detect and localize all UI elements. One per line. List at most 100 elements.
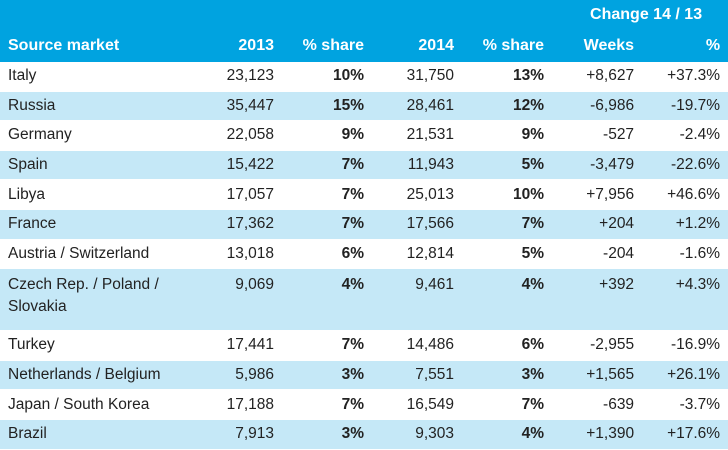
change-group-header: Change 14 / 13 <box>552 0 728 30</box>
cell-change-weeks: -204 <box>552 239 643 270</box>
cell-change-percent: -16.9% <box>642 330 728 361</box>
cell-weeks-2014: 9,461 <box>372 268 462 332</box>
cell-change-percent: +1.2% <box>642 209 728 240</box>
cell-source-market: Libya <box>0 179 192 210</box>
cell-change-percent: +46.6% <box>642 179 728 210</box>
header-spacer <box>0 0 553 30</box>
table-row: Czech Rep. / Poland / Slovakia 9,069 4% 9,4… <box>0 268 728 332</box>
cell-share-2014: 12% <box>462 91 553 122</box>
cell-source-market: Japan / South Korea <box>0 389 192 420</box>
cell-share-2014: 9% <box>462 120 553 151</box>
cell-share-2013: 7% <box>282 209 372 240</box>
table-row: Germany 22,058 9% 21,531 9% -527 -2.4% <box>0 120 728 151</box>
cell-share-2014: 7% <box>462 209 553 240</box>
cell-change-percent: -19.7% <box>642 91 728 122</box>
header-row: Source market 2013 % share 2014 % share … <box>0 30 728 62</box>
cell-change-percent: -22.6% <box>642 150 728 181</box>
cell-share-2014: 6% <box>462 330 553 361</box>
cell-change-weeks: -2,955 <box>552 330 643 361</box>
table-row: Austria / Switzerland 13,018 6% 12,814 5% -20… <box>0 239 728 270</box>
cell-weeks-2014: 28,461 <box>372 91 462 122</box>
cell-share-2013: 4% <box>282 268 372 332</box>
cell-change-weeks: +8,627 <box>552 62 643 92</box>
cell-weeks-2013: 15,422 <box>192 150 282 181</box>
table-body: Italy 23,123 10% 31,750 13% +8,627 +37.3% Russi… <box>0 62 728 450</box>
table-row: Turkey 17,441 7% 14,486 6% -2,955 -16.9% <box>0 330 728 361</box>
cell-weeks-2014: 21,531 <box>372 120 462 151</box>
cell-weeks-2014: 31,750 <box>372 62 462 92</box>
cell-source-market: Russia <box>0 91 192 122</box>
cell-source-market: Germany <box>0 120 192 151</box>
cell-change-weeks: +1,565 <box>552 360 643 391</box>
cell-source-market: Spain <box>0 150 192 181</box>
cell-source-market: France <box>0 209 192 240</box>
cell-change-weeks: +7,956 <box>552 179 643 210</box>
cell-source-market: Netherlands / Belgium <box>0 360 192 391</box>
column-header-2014: 2014 <box>372 30 462 62</box>
cell-share-2014: 5% <box>462 150 553 181</box>
cell-share-2014: 3% <box>462 360 553 391</box>
cell-share-2013: 15% <box>282 91 372 122</box>
column-header-weeks: Weeks <box>552 30 643 62</box>
table-row: Brazil 7,913 3% 9,303 4% +1,390 +17.6% <box>0 419 728 450</box>
cell-weeks-2013: 22,058 <box>192 120 282 151</box>
cell-share-2014: 5% <box>462 239 553 270</box>
cell-change-weeks: +1,390 <box>552 419 643 450</box>
cell-change-weeks: +392 <box>552 268 643 332</box>
cell-source-market: Brazil <box>0 419 192 450</box>
cell-change-weeks: -3,479 <box>552 150 643 181</box>
cell-share-2014: 4% <box>462 268 553 332</box>
cell-change-percent: -3.7% <box>642 389 728 420</box>
cell-share-2013: 3% <box>282 360 372 391</box>
cell-share-2013: 10% <box>282 62 372 92</box>
header-group-row: Change 14 / 13 <box>0 0 728 30</box>
cell-share-2013: 7% <box>282 150 372 181</box>
table-row: Netherlands / Belgium 5,986 3% 7,551 3% +1,56… <box>0 360 728 391</box>
cell-weeks-2014: 16,549 <box>372 389 462 420</box>
cell-share-2013: 3% <box>282 419 372 450</box>
table-row: Italy 23,123 10% 31,750 13% +8,627 +37.3% <box>0 62 728 92</box>
cell-weeks-2014: 25,013 <box>372 179 462 210</box>
cell-change-percent: +4.3% <box>642 268 728 332</box>
table-row: Japan / South Korea 17,188 7% 16,549 7% -639-… <box>0 389 728 420</box>
cell-change-weeks: -6,986 <box>552 91 643 122</box>
cell-source-market: Austria / Switzerland <box>0 239 192 270</box>
cell-weeks-2014: 11,943 <box>372 150 462 181</box>
cell-change-weeks: +204 <box>552 209 643 240</box>
cell-weeks-2013: 17,362 <box>192 209 282 240</box>
cell-share-2014: 4% <box>462 419 553 450</box>
cell-source-market: Czech Rep. / Poland / Slovakia <box>0 268 192 332</box>
table-row: Russia 35,447 15% 28,461 12% -6,986 -19.7% <box>0 91 728 122</box>
cell-weeks-2013: 17,057 <box>192 179 282 210</box>
cell-weeks-2014: 9,303 <box>372 419 462 450</box>
cell-change-percent: +26.1% <box>642 360 728 391</box>
cell-weeks-2013: 23,123 <box>192 62 282 92</box>
column-header-share-2013: % share <box>282 30 372 62</box>
column-header-2013: 2013 <box>192 30 282 62</box>
cell-share-2013: 9% <box>282 120 372 151</box>
cell-share-2014: 13% <box>462 62 553 92</box>
table-row: Libya 17,057 7% 25,013 10% +7,956 +46.6% <box>0 179 728 210</box>
cell-share-2013: 6% <box>282 239 372 270</box>
cell-weeks-2013: 5,986 <box>192 360 282 391</box>
table-row: France 17,362 7% 17,566 7% +204 +1.2% <box>0 209 728 240</box>
cell-weeks-2014: 12,814 <box>372 239 462 270</box>
cell-source-market: Italy <box>0 62 192 92</box>
cell-share-2013: 7% <box>282 179 372 210</box>
cell-share-2014: 7% <box>462 389 553 420</box>
cell-share-2014: 10% <box>462 179 553 210</box>
column-header-percent: % <box>642 30 728 62</box>
cell-source-market: Turkey <box>0 330 192 361</box>
cell-share-2013: 7% <box>282 330 372 361</box>
cell-weeks-2013: 17,188 <box>192 389 282 420</box>
table-row: Spain 15,422 7% 11,943 5% -3,479 -22.6% <box>0 150 728 181</box>
column-header-source-market: Source market <box>0 30 192 62</box>
cell-change-weeks: -527 <box>552 120 643 151</box>
cell-weeks-2013: 17,441 <box>192 330 282 361</box>
cell-change-percent: +17.6% <box>642 419 728 450</box>
cell-weeks-2013: 7,913 <box>192 419 282 450</box>
cell-weeks-2014: 14,486 <box>372 330 462 361</box>
cell-weeks-2013: 35,447 <box>192 91 282 122</box>
cell-change-weeks: -639 <box>552 389 643 420</box>
